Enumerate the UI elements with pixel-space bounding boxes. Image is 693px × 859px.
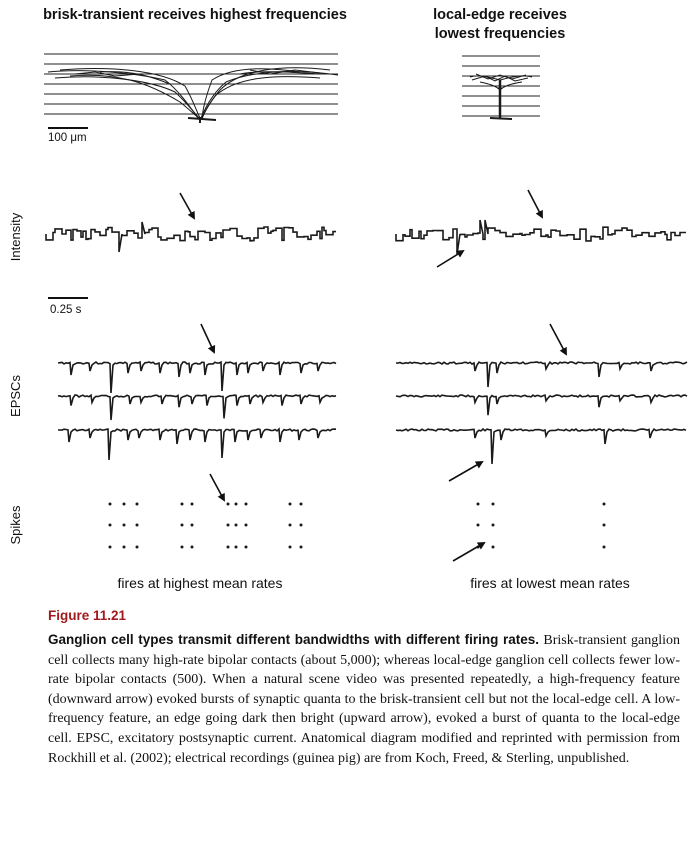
spike-dot <box>288 502 292 506</box>
spike-dot <box>299 502 303 506</box>
epsc-trace-right-2 <box>395 393 688 416</box>
spike-dot <box>234 545 238 549</box>
caption-body: Brisk-transient ganglion cell collects m… <box>48 633 681 766</box>
spike-dot <box>288 523 292 527</box>
spike-dot <box>190 502 194 506</box>
intensity-trace-left <box>45 221 336 253</box>
spike-dot <box>244 523 248 527</box>
right-panel-title: local-edge receives lowest frequencies <box>433 7 567 42</box>
spike-dot <box>108 502 112 506</box>
left-rate-label: fires at highest mean rates <box>117 575 283 591</box>
spike-dot <box>299 523 303 527</box>
spike-raster-right <box>476 502 606 549</box>
spike-dot <box>135 523 139 527</box>
spike-dot <box>476 523 480 527</box>
down-arrow-spikes-left <box>209 473 225 502</box>
down-arrow-epsc-left <box>200 323 216 354</box>
spike-dot <box>234 523 238 527</box>
spike-dot <box>244 502 248 506</box>
spike-raster-left <box>108 502 303 549</box>
spike-dot <box>602 545 606 549</box>
spike-dot <box>244 545 248 549</box>
spike-dot <box>602 523 606 527</box>
spike-dot <box>180 523 184 527</box>
spike-dot <box>491 545 495 549</box>
epsc-trace-right-1 <box>395 361 688 388</box>
spike-dot <box>602 502 606 506</box>
spike-dot <box>299 545 303 549</box>
intensity-trace-right <box>395 219 686 255</box>
spike-dot <box>122 523 126 527</box>
right-rate-label: fires at lowest mean rates <box>470 575 630 591</box>
spike-dot <box>226 523 230 527</box>
epsc-trace-left-2 <box>57 393 337 421</box>
up-arrow-spikes-right <box>452 541 486 562</box>
epsc-trace-right-3 <box>395 427 687 465</box>
spike-dot <box>122 502 126 506</box>
spike-dot <box>190 523 194 527</box>
figure-number: Figure 11.21 <box>48 608 127 623</box>
spike-dot <box>108 545 112 549</box>
spike-dot <box>288 545 292 549</box>
local-edge-cell-drawing <box>469 73 533 120</box>
spike-dot <box>135 545 139 549</box>
spike-dot <box>135 502 139 506</box>
spike-dot <box>226 545 230 549</box>
figure-caption: Ganglion cell types transmit different b… <box>48 630 680 768</box>
spike-dot <box>491 523 495 527</box>
spike-dot <box>108 523 112 527</box>
epsc-trace-left-3 <box>58 427 337 461</box>
spike-dot <box>190 545 194 549</box>
epsc-trace-left-1 <box>57 360 337 394</box>
up-arrow-intensity-right <box>436 249 465 268</box>
down-arrow-intensity-right <box>527 189 543 219</box>
down-arrow-epsc-right <box>549 323 567 356</box>
spike-dot <box>122 545 126 549</box>
up-arrow-epsc-right <box>448 461 484 482</box>
left-retina-strata <box>44 53 338 115</box>
spatial-scale-label: 100 μm <box>48 132 87 144</box>
figure-graphics <box>44 53 688 562</box>
time-scale-label: 0.25 s <box>50 304 82 316</box>
spike-dot <box>180 502 184 506</box>
left-panel-title: brisk-transient receives highest frequen… <box>43 7 347 23</box>
spike-dot <box>226 502 230 506</box>
spike-dot <box>180 545 184 549</box>
brisk-transient-cell-drawing <box>47 67 339 123</box>
spike-dot <box>476 502 480 506</box>
down-arrow-intensity-left <box>179 192 195 220</box>
caption-title: Ganglion cell types transmit different b… <box>48 632 540 647</box>
spike-dot <box>234 502 238 506</box>
spike-dot <box>491 502 495 506</box>
